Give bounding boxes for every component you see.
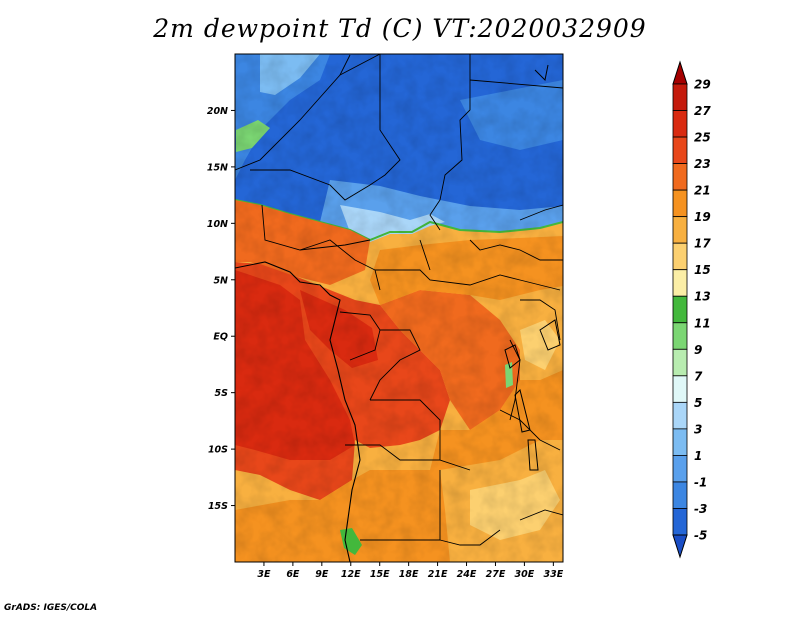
- lat-tick-label: 5S: [215, 388, 229, 399]
- colorbar-level-label: 27: [694, 104, 711, 118]
- colorbar-min-arrow: [672, 534, 688, 559]
- colorbar-cell: [672, 508, 688, 536]
- lon-tick-label: 9E: [315, 569, 329, 580]
- colorbar-cell: [672, 455, 688, 483]
- lon-tick-label: 3E: [257, 569, 271, 580]
- map-frame: [234, 53, 564, 563]
- colorbar-level-label: -3: [694, 502, 707, 516]
- lon-tick-label: 33E: [543, 569, 563, 580]
- colorbar-level-label: 17: [694, 237, 711, 251]
- colorbar-cell: [672, 83, 688, 111]
- lat-tick-label: EQ: [213, 332, 228, 343]
- colorbar-cell: [672, 401, 688, 430]
- lat-tick-label: 10N: [207, 219, 228, 230]
- colorbar-cell: [672, 428, 688, 456]
- colorbar-level-label: 21: [694, 184, 711, 198]
- lon-tick-label: 18E: [399, 569, 419, 580]
- colorbar: 29 27 25 23 21 19 17 15 13 11 9 7 5 3 1 -1 -3 -5: [672, 60, 711, 559]
- colorbar-level-label: 19: [694, 210, 711, 224]
- lon-tick-label: 15E: [370, 569, 390, 580]
- footer-credit: GrADS: IGES/COLA: [4, 603, 98, 613]
- colorbar-level-label: 23: [694, 157, 711, 171]
- lat-tick-label: 20N: [207, 106, 228, 117]
- colorbar-level-label: 29: [694, 78, 711, 92]
- colorbar-level-label: 9: [694, 343, 702, 357]
- colorbar-level-label: -5: [694, 529, 707, 543]
- lon-tick-label: 24E: [457, 569, 477, 580]
- dewpoint-field: [235, 54, 563, 562]
- colorbar-level-label: 25: [694, 131, 711, 145]
- colorbar-level-label: 1: [694, 449, 702, 463]
- colorbar-cell: [672, 136, 688, 164]
- lat-tick-label: 10S: [208, 445, 228, 456]
- lon-tick-label: 12E: [341, 569, 361, 580]
- lon-tick-label: 27E: [486, 569, 506, 580]
- colorbar-cell: [672, 481, 688, 509]
- colorbar-cell: [672, 348, 688, 377]
- colorbar-cell: [672, 110, 688, 138]
- colorbar-cell: [672, 269, 688, 297]
- colorbar-cell: [672, 242, 688, 271]
- colorbar-cell: [672, 295, 688, 324]
- lat-tick-label: 15S: [208, 501, 228, 512]
- colorbar-cell: [672, 322, 688, 350]
- colorbar-cell: [672, 163, 688, 191]
- colorbar-level-label: 3: [694, 422, 702, 436]
- colorbar-level-label: 7: [694, 369, 703, 383]
- colorbar-max-arrow: [672, 60, 688, 85]
- lat-tick-label: 15N: [207, 162, 228, 173]
- colorbar-level-label: 5: [694, 396, 702, 410]
- lat-tick-label: 5N: [213, 275, 228, 286]
- borders: [235, 54, 563, 562]
- colorbar-level-label: 11: [694, 316, 711, 330]
- map-axes: 20N 15N 10N 5N EQ 5S 10S 15S 3E 6E 9E 12E 15E 18E 21E 2…: [207, 106, 564, 580]
- colorbar-cell: [672, 375, 688, 403]
- lon-tick-label: 30E: [515, 569, 535, 580]
- colorbar-level-label: 15: [694, 263, 711, 277]
- colorbar-level-label: 13: [694, 290, 711, 304]
- lon-tick-label: 21E: [428, 569, 448, 580]
- colorbar-cell: [672, 216, 688, 244]
- map-title: 2m dewpoint Td (C) VT:2020032909: [153, 14, 647, 43]
- colorbar-level-label: -1: [694, 475, 707, 489]
- colorbar-cell: [672, 189, 688, 218]
- lon-tick-label: 6E: [286, 569, 300, 580]
